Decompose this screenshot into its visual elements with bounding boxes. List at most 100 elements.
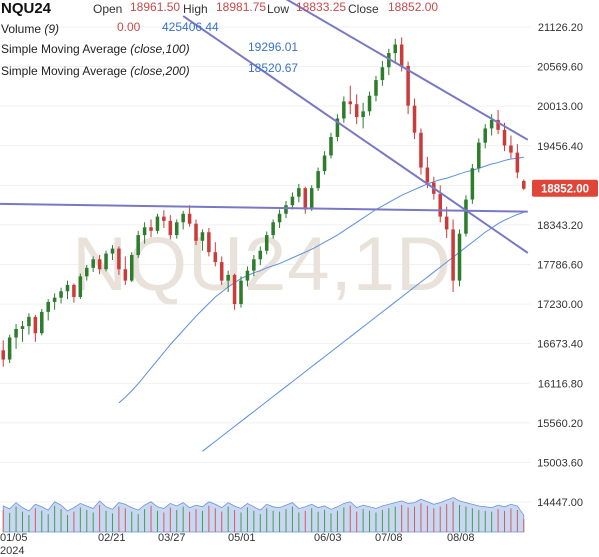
candle-body [27,316,31,327]
open-label: Open [93,2,122,16]
candle-body [97,259,102,270]
candle-body [374,80,378,96]
candle-body [14,328,18,338]
candle-body [393,44,398,54]
candle-body [142,227,147,236]
volume-label-text: Volume [1,22,41,36]
candle-body [425,167,430,183]
low-label: Low [267,2,289,16]
candle-body [290,196,295,206]
candle-body [232,274,237,305]
y-tick-label: 20013.00 [537,101,583,113]
candle-body [78,276,83,297]
candle-body [316,171,320,189]
candle-body [387,53,391,68]
candle-body [84,267,89,277]
y-tick-label: 19456.40 [537,141,583,153]
candle-body [419,132,423,168]
trendline[interactable] [182,15,529,254]
volume-area [2,497,525,533]
y-tick-label: 16673.40 [537,339,583,351]
candle-body [258,250,263,260]
candle-body [502,129,507,146]
candle-body [1,350,5,360]
symbol-watermark: NQU24,1D [72,222,452,307]
x-tick-label: 05/01 [228,532,256,544]
candle-body [342,101,346,119]
y-tick-label: 15003.60 [537,457,583,469]
candle-body [149,227,153,231]
candle-body [496,119,500,130]
candle-body [33,316,38,334]
volume-param: (9) [44,22,59,36]
candle-body [470,168,475,200]
x-tick-label: 08/08 [447,532,475,544]
candle-body [239,280,243,305]
x-tick-label: 02/21 [98,532,126,544]
candle-body [162,216,166,221]
last-price-badge-text: 18852.00 [541,184,589,196]
candle-body [309,188,314,210]
sma200-param: (close,200) [130,64,189,78]
sma100-param: (close,100) [130,42,189,56]
candle-body [451,229,455,281]
sma100-line [118,156,524,404]
candle-body [123,269,128,281]
candle-body [7,337,12,360]
candle-body [354,104,359,118]
candle-body [361,111,365,118]
candle-body [181,213,185,223]
candle-body [129,255,134,281]
y-tick-label: 21126.20 [538,22,583,34]
trendline[interactable] [0,202,528,213]
date-axis[interactable]: 01/05 02/21 03/27 05/01 06/03 07/08 08/08 [0,532,475,544]
candle-body [367,95,372,112]
close-label: Close [348,2,379,16]
x-tick-label: 01/05 [0,532,28,544]
candle-body [207,232,211,253]
candle-body [252,259,256,271]
candle-body [412,105,417,133]
low-value: 18833.25 [296,0,346,14]
candle-body [136,235,140,256]
price-grid [0,26,531,503]
y-tick-label: 20569.60 [537,62,583,74]
trendline[interactable] [285,0,529,141]
candle-body [20,326,25,329]
trendlines[interactable] [0,0,529,254]
symbol-title: NQU24 [1,0,52,17]
y-tick-label: 18343.20 [537,220,583,232]
candle-body [277,213,282,223]
candle-body [483,128,487,143]
candle-body [348,101,353,105]
x-tick-label: 07/08 [375,532,403,544]
candle-body [46,301,50,312]
candle-body [174,222,179,236]
candle-body [245,270,250,281]
candle-body [200,232,205,241]
candle-body [59,291,63,298]
candle-body [522,180,526,189]
candle-body [322,155,327,172]
last-price-badge: 18852.00 [532,179,598,197]
candle-body [380,67,385,81]
candle-body [438,193,443,217]
candle-body [194,223,198,241]
sma200-label: Simple Moving Average (close,200) [1,64,190,78]
candle-body [40,311,44,334]
price-axis[interactable]: 21126.2020569.6020013.0019456.4018899.80… [537,22,583,509]
candle-body [271,222,275,236]
candle-body [284,205,288,214]
y-tick-label: 17786.60 [537,260,583,272]
y-tick-label: 17230.00 [537,299,583,311]
candle-body [329,136,333,156]
candle-body [91,259,95,268]
sma100-label: Simple Moving Average (close,100) [1,42,190,56]
candle-body [399,44,404,66]
candle-body [187,213,192,224]
candle-body [457,233,462,281]
y-tick-label: 14447.00 [537,497,583,509]
candle-body [219,262,224,281]
